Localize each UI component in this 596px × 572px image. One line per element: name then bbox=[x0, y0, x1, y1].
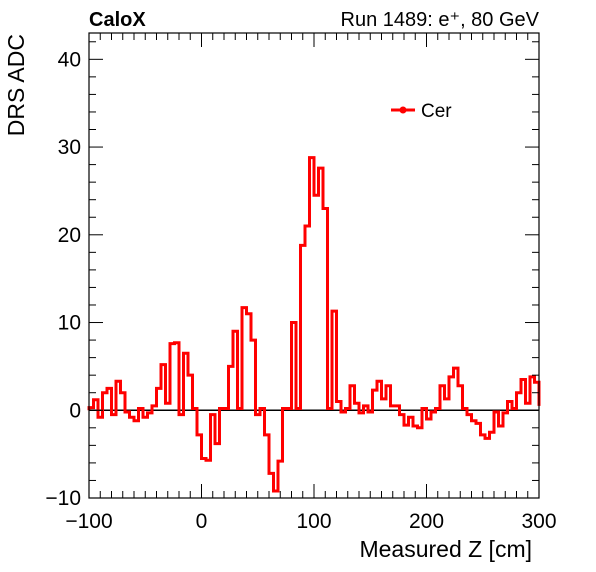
legend-label-cer: Cer bbox=[421, 101, 452, 122]
x-tick-label: 0 bbox=[196, 510, 208, 533]
axis-ticks bbox=[88, 33, 540, 499]
x-tick-label: 200 bbox=[409, 510, 444, 533]
series-cer bbox=[87, 156, 541, 493]
x-axis-label: Measured Z [cm] bbox=[359, 536, 532, 562]
legend: Cer bbox=[391, 101, 452, 122]
y-tick-label: 0 bbox=[69, 399, 81, 422]
plot-frame bbox=[88, 32, 540, 499]
chart-title-left: CaloX bbox=[89, 9, 146, 31]
y-tick-label: 40 bbox=[58, 48, 81, 71]
x-tick-label: 100 bbox=[296, 510, 331, 533]
y-tick-label: −10 bbox=[45, 487, 81, 510]
x-tick-label: 300 bbox=[521, 510, 556, 533]
y-tick-label: 30 bbox=[58, 136, 81, 159]
y-axis-label: DRS ADC bbox=[3, 34, 29, 136]
series-step-line-0 bbox=[87, 156, 541, 493]
y-tick-label: 20 bbox=[58, 224, 81, 247]
y-tick-label: 10 bbox=[58, 312, 81, 335]
chart-title-right: Run 1489: e⁺, 80 GeV bbox=[341, 9, 540, 31]
x-tick-label: −100 bbox=[65, 510, 112, 533]
legend-marker-cer bbox=[399, 106, 407, 114]
